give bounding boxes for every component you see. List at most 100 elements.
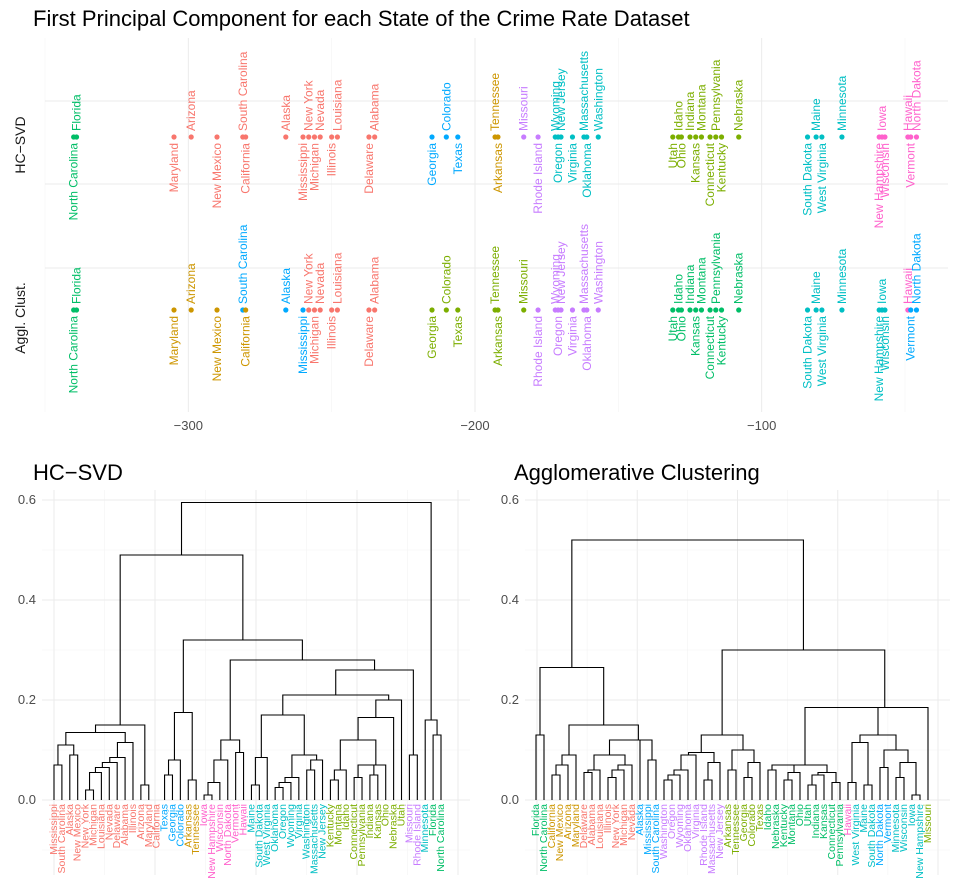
label-ag-oklahoma: Oklahoma (580, 316, 594, 371)
point-ag-colorado (443, 307, 449, 313)
label-hc-illinois: Illinois (325, 143, 339, 176)
leaf-alabama: Alabama (119, 804, 131, 846)
y-tick-label: 0.6 (18, 492, 36, 507)
label-ag-california: California (239, 316, 253, 367)
point-ag-utah (670, 307, 676, 313)
dendrogram-link (743, 776, 753, 800)
label-ag-kansas: Kansas (689, 316, 703, 356)
leaf-idaho: Idaho (340, 804, 352, 830)
point-ag-nevada (317, 307, 323, 313)
label-ag-alabama: Alabama (368, 256, 382, 304)
point-ag-west-virginia (819, 307, 825, 313)
point-hc-pennsylvania (713, 134, 719, 140)
label-ag-west-virginia: West Virginia (815, 316, 829, 387)
dendrogram-link (182, 639, 303, 713)
leaf-texas: Texas (159, 804, 171, 831)
label-hc-nebraska: Nebraska (732, 79, 746, 131)
leaf-north-carolina: North Carolina (435, 804, 447, 872)
label-hc-new-hampshire: New Hampshire (872, 143, 886, 229)
point-hc-mississippi (300, 134, 306, 140)
label-ag-florida: Florida (70, 267, 84, 304)
label-hc-colorado: Colorado (439, 82, 453, 131)
label-ag-texas: Texas (451, 316, 465, 347)
label-ag-colorado: Colorado (439, 255, 453, 304)
label-hc-idaho: Idaho (672, 101, 686, 131)
dendrogram-link (899, 761, 917, 795)
dendrogram-link (707, 761, 721, 800)
point-ag-delaware (366, 307, 372, 313)
dendrogram-link (847, 781, 857, 800)
dendrogram-link (811, 774, 825, 800)
point-hc-wisconsin (882, 134, 888, 140)
leaf-kansas: Kansas (818, 804, 830, 839)
leaf-north-dakota: North Dakota (874, 804, 886, 866)
leaf-california: California (151, 804, 163, 849)
label-hc-arizona: Arizona (184, 90, 198, 131)
leaf-massachusetts: Massachusetts (309, 804, 321, 874)
dendrogram-link (831, 781, 841, 800)
point-hc-virginia (569, 134, 576, 140)
point-ag-washington (595, 307, 601, 313)
point-hc-maine (813, 134, 819, 140)
dendrogram-link (863, 784, 873, 800)
label-ag-ohio: Ohio (674, 316, 688, 342)
leaf-utah: Utah (802, 804, 814, 826)
point-hc-nebraska (736, 134, 742, 140)
dendrogram-link (703, 779, 713, 800)
leaf-kentucky: Kentucky (778, 803, 790, 847)
point-ag-wisconsin (882, 307, 888, 313)
dendrogram-link (783, 779, 793, 800)
label-ag-massachusetts: Massachusetts (577, 224, 591, 304)
label-ag-illinois: Illinois (325, 316, 339, 349)
label-ag-pennsylvania: Pennsylvania (709, 232, 723, 304)
dendrogram-link (879, 766, 889, 800)
label-hc-florida: Florida (70, 94, 84, 131)
leaf-maine: Maine (858, 804, 870, 833)
point-hc-minnesota (839, 134, 845, 140)
point-hc-utah (670, 134, 676, 140)
y-tick-label: 0.6 (501, 492, 519, 507)
label-hc-georgia: Georgia (425, 143, 439, 186)
label-ag-nevada: Nevada (313, 262, 327, 304)
point-ag-alaska (283, 307, 289, 313)
dendrogram-link (278, 781, 292, 800)
leaf-minnesota: Minnesota (419, 804, 431, 853)
dendrogram-link (167, 759, 181, 800)
leaf-kansas: Kansas (372, 804, 384, 839)
leaf-wyoming: Wyoming (674, 804, 686, 848)
point-ag-nebraska (736, 307, 742, 313)
leaf-georgia: Georgia (738, 804, 750, 842)
point-hc-michigan (311, 134, 318, 140)
leaf-nevada: Nevada (103, 804, 115, 840)
label-ag-louisiana: Louisiana (330, 252, 344, 304)
leaf-kentucky: Kentucky (324, 803, 336, 847)
point-ag-new-jersey (558, 307, 564, 313)
point-hc-new-york (306, 134, 312, 140)
point-hc-arizona (188, 134, 194, 140)
label-hc-california: California (239, 143, 253, 194)
point-ag-oklahoma (584, 307, 590, 313)
point-ag-georgia (429, 307, 435, 313)
label-hc-connecticut: Connecticut (703, 142, 717, 206)
point-hc-montana (698, 134, 705, 140)
dendrogram-link (727, 769, 737, 800)
leaf-michigan: Michigan (87, 804, 99, 846)
leaf-montana: Montana (786, 804, 798, 845)
point-ag-alabama (372, 307, 378, 313)
leaf-new-jersey: New Jersey (317, 803, 329, 859)
label-hc-massachusetts: Massachusetts (577, 51, 591, 131)
point-hc-oklahoma (584, 134, 590, 140)
leaf-vermont: Vermont (882, 804, 894, 843)
label-hc-oregon: Oregon (551, 143, 565, 183)
leaf-arizona: Arizona (562, 804, 574, 840)
label-ag-utah: Utah (666, 316, 680, 341)
point-ag-texas (455, 307, 461, 313)
point-ag-pennsylvania (713, 307, 719, 313)
label-hc-delaware: Delaware (362, 143, 376, 194)
y-tick-label: 0.0 (18, 792, 36, 807)
label-hc-ohio: Ohio (674, 143, 688, 169)
leaf-new-york: New York (610, 803, 622, 848)
leaf-minnesota: Minnesota (890, 804, 902, 853)
label-hc-maryland: Maryland (167, 143, 181, 192)
